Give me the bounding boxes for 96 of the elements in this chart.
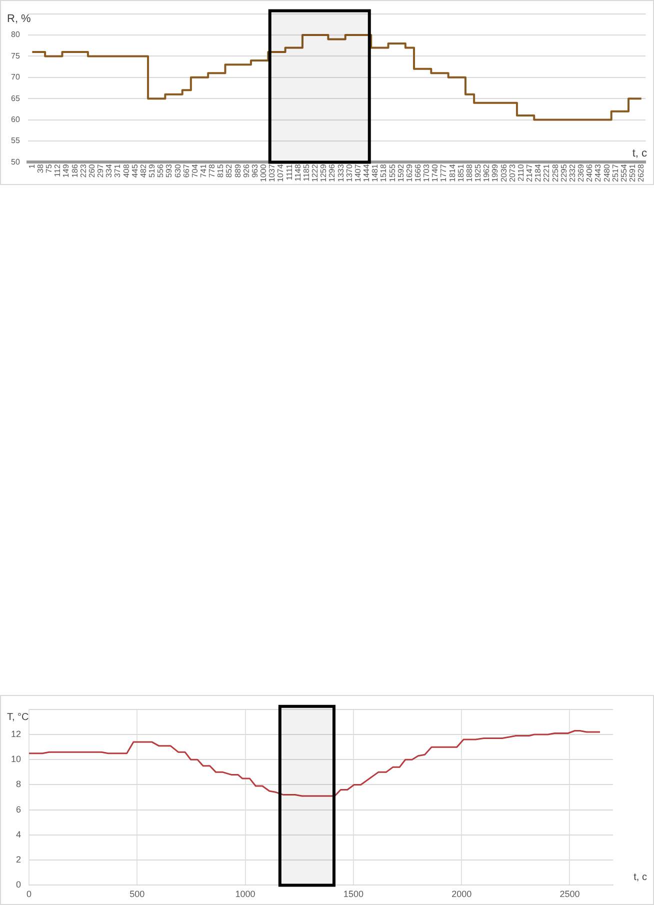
x-tick-label: 482: [138, 164, 148, 178]
y-tick-label: 75: [10, 51, 20, 60]
x-tick-label: 1666: [413, 164, 422, 182]
x-tick-label: 1407: [353, 164, 362, 182]
x-tick-label: 1074: [276, 164, 286, 182]
x-tick-label: 667: [182, 164, 191, 178]
x-tick-label: 2480: [602, 164, 612, 182]
x-tick-label: 2184: [534, 164, 543, 182]
x-tick-label: 112: [53, 164, 62, 177]
x-tick-label: 297: [96, 164, 106, 178]
y-tick-label: 12: [10, 729, 22, 739]
x-tick-label: 593: [164, 164, 174, 178]
x-tick-label: 1518: [379, 164, 388, 182]
y-tick-label: 60: [10, 115, 20, 124]
x-tick-label: 1259: [319, 164, 328, 182]
x-tick-label: 704: [190, 164, 200, 178]
x-tick-label: 1037: [268, 164, 277, 182]
y-tick-label: 4: [16, 829, 22, 840]
x-tick-label: 778: [208, 164, 217, 178]
x-tick-label: 445: [130, 164, 140, 178]
x-tick-label: 2110: [516, 164, 526, 182]
x-tick-label: 1925: [474, 164, 483, 182]
x-tick-label: 1296: [328, 164, 337, 182]
x-tick-label: 2221: [542, 164, 552, 182]
x-tick-label: 1333: [336, 164, 346, 182]
x-tick-label: 2258: [550, 164, 560, 182]
x-tick-label: 2332: [568, 164, 577, 182]
x-tick-label: 2554: [619, 164, 628, 182]
x-tick-label: 889: [233, 164, 242, 178]
y-tick-label: 50: [10, 157, 20, 166]
y-tick-label: 8: [16, 779, 22, 790]
x-tick-label: 2443: [594, 164, 603, 182]
x-tick-label: 38: [36, 164, 45, 174]
x-tick-label: 1: [27, 164, 36, 169]
y-tick-label: 2: [16, 854, 22, 865]
y-tick-label: 80: [10, 30, 20, 40]
x-tick-label: 2000: [452, 889, 472, 900]
x-tick-label: 1703: [422, 164, 432, 182]
y-tick-label: 6: [16, 804, 22, 814]
x-tick-label: 1500: [343, 889, 364, 900]
x-tick-label: 741: [198, 164, 208, 178]
x-tick-label: 1000: [235, 889, 256, 900]
x-tick-label: 630: [173, 164, 182, 178]
y-tick-label: 55: [10, 136, 20, 146]
x-tick-label: 1814: [448, 164, 457, 182]
y-tick-label: 70: [10, 72, 20, 82]
x-tick-label: 1000: [259, 164, 268, 182]
x-tick-label: 963: [250, 164, 260, 178]
x-tick-label: 2036: [499, 164, 508, 182]
x-tick-label: 1999: [490, 164, 500, 182]
y-tick-label: 65: [10, 94, 20, 103]
x-tick-label: 2295: [559, 164, 568, 182]
y-axis-title: R, %: [7, 12, 32, 25]
x-tick-label: 815: [216, 164, 226, 178]
x-tick-label: 519: [148, 164, 157, 178]
x-tick-label: 408: [122, 164, 131, 178]
x-tick-label: 75: [44, 164, 54, 174]
x-tick-label: 371: [113, 164, 122, 178]
x-tick-label: 1592: [396, 164, 406, 182]
x-tick-label: 1185: [302, 164, 311, 182]
y-tick-label: 0: [16, 880, 22, 890]
x-axis-title: t, c: [634, 872, 647, 883]
y-tick-label: 10: [10, 754, 22, 764]
x-tick-label: 2591: [628, 164, 637, 182]
x-tick-label: 260: [87, 164, 96, 178]
x-tick-label: 1629: [404, 164, 414, 182]
x-tick-label: 1888: [464, 164, 474, 182]
x-tick-label: 1148: [293, 164, 302, 182]
y-axis-title: T, °C: [7, 712, 29, 724]
x-tick-label: 2500: [560, 889, 580, 900]
x-axis-title: t, c: [632, 148, 648, 160]
x-tick-label: 223: [78, 164, 88, 178]
x-tick-label: 1222: [310, 164, 320, 182]
x-tick-label: 2147: [525, 164, 534, 182]
x-tick-label: 2517: [610, 164, 620, 182]
x-tick-label: 2369: [576, 164, 586, 182]
x-tick-label: 556: [156, 164, 166, 178]
x-tick-label: 500: [130, 889, 145, 900]
x-tick-label: 926: [242, 164, 251, 178]
x-tick-label: 186: [70, 164, 80, 178]
x-tick-label: 2628: [636, 164, 646, 182]
x-tick-label: 0: [26, 889, 32, 900]
x-tick-label: 1481: [370, 164, 380, 182]
x-tick-label: 1370: [344, 164, 354, 182]
x-tick-label: 149: [62, 164, 71, 178]
x-tick-label: 1111: [284, 164, 294, 180]
x-tick-label: 2073: [508, 164, 517, 182]
x-tick-label: 1962: [482, 164, 492, 182]
x-tick-label: 1740: [430, 164, 440, 182]
x-tick-label: 1444: [362, 164, 372, 182]
x-tick-label: 1555: [388, 164, 397, 182]
x-tick-label: 1851: [456, 164, 466, 182]
x-tick-label: 1777: [439, 164, 448, 182]
x-tick-label: 852: [224, 164, 234, 178]
x-tick-label: 2406: [585, 164, 594, 182]
x-tick-label: 334: [104, 164, 114, 178]
